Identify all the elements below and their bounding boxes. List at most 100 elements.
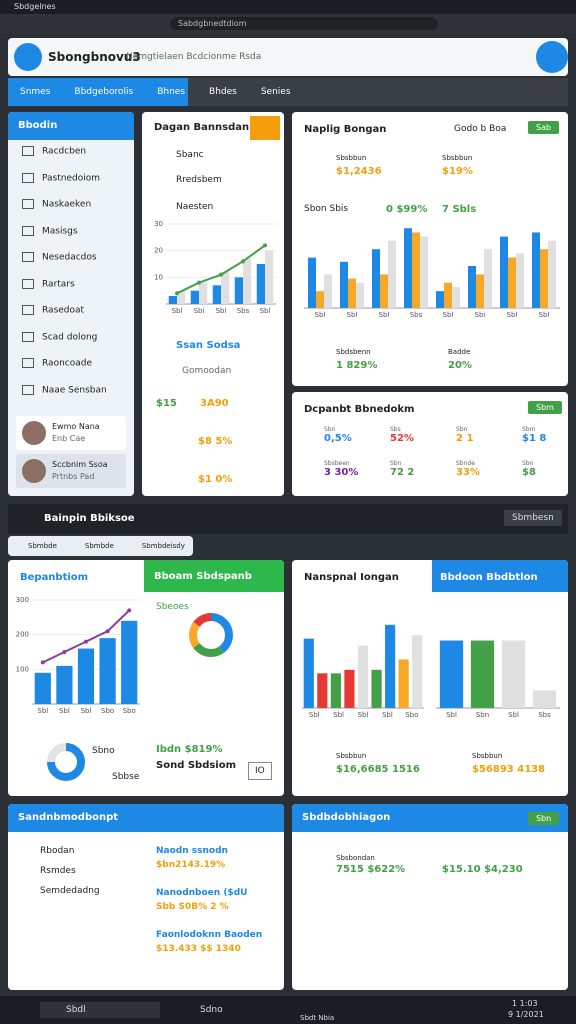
kpi-label: Sbdsbenn — [336, 348, 371, 356]
bar — [532, 232, 540, 308]
sidebar-item[interactable]: Nesedacdos — [22, 252, 107, 279]
donut-segment — [189, 613, 233, 657]
icon — [22, 358, 34, 368]
growth-panel: Bepanbtiom 100 200 300 Sbl Sbl Sbl Sbo Sbo Sbno… — [8, 560, 284, 796]
kpi-label: Sbsbbun — [472, 752, 503, 760]
bar — [357, 645, 369, 708]
overview-panel: Dagan Bannsdan Sbanc Rredsbem Naesten 10… — [142, 112, 284, 496]
line-point — [219, 272, 223, 277]
bar — [190, 290, 199, 304]
user-name: Ewmo Nana — [52, 422, 100, 431]
tagline: Nemgtielaen Bcdcionme Rsda — [126, 52, 262, 62]
y-tick-label: 30 — [154, 220, 163, 228]
sidebar-item[interactable]: Naskaeken — [22, 199, 107, 226]
badge — [250, 116, 280, 140]
stat-label: Sbn — [390, 460, 402, 467]
value: 7515 $622% — [336, 864, 406, 875]
metrics-panel: Naplig Bongan Godo b Boa Sab Sbsbbun $1,… — [292, 112, 568, 386]
button[interactable]: Sbn — [528, 812, 560, 825]
label: Sbsbondan — [336, 854, 375, 862]
url[interactable]: Sabdgbnedtdiom — [170, 17, 438, 30]
section-bar: Bainpin Bbiksoe Sbmbesn — [8, 504, 568, 534]
bar — [256, 264, 265, 304]
value: $15.10 $4,230 — [442, 864, 523, 875]
kpi-title: Ssan Sodsa — [176, 340, 241, 351]
item-label: Naae Sensban — [42, 385, 107, 395]
tab[interactable]: Sbmbdeisdy — [141, 542, 185, 550]
bar — [121, 620, 138, 704]
action[interactable]: Godo b Boa — [454, 124, 507, 134]
donut-segment — [189, 613, 233, 657]
summary-line: $13.433 $$ 1340 — [156, 944, 241, 954]
sidebar-item[interactable]: Masisgs — [22, 225, 107, 253]
line-point — [175, 291, 179, 296]
tab[interactable]: Sbmbde — [28, 542, 57, 550]
bar — [516, 253, 524, 308]
side-line: Sond Sbdsiom — [156, 760, 237, 771]
x-tick-label: Sbl — [443, 311, 454, 319]
line-point — [40, 660, 45, 665]
stat: $8 5% — [198, 436, 233, 447]
panel-title: Dcpanbt Bbnedokm — [304, 404, 415, 415]
button[interactable]: IO — [248, 762, 272, 780]
bar — [330, 673, 341, 708]
kpi-value: $16,6685 1516 — [336, 764, 420, 775]
x-tick-label: Sbo — [123, 707, 136, 715]
item-label: Scad dolong — [42, 332, 98, 342]
task-item[interactable]: Sbdt Nbia — [300, 1014, 335, 1022]
select[interactable]: Sbmbesn — [504, 510, 562, 526]
kpi-label: Sbsbbun — [336, 154, 367, 162]
user-sub: Prtnbs Pad — [52, 472, 95, 481]
y-tick-label: 10 — [154, 273, 163, 281]
x-tick-label: Sbl — [59, 707, 70, 715]
bar — [372, 249, 380, 308]
avatar[interactable] — [536, 41, 568, 73]
button[interactable]: Sab — [528, 121, 560, 134]
sidebar-item[interactable]: Racdcben — [22, 146, 107, 173]
summary-item: Rsmdes — [40, 866, 76, 876]
bar — [385, 624, 396, 708]
sidebar-item[interactable]: Rartars — [22, 278, 107, 306]
bar — [470, 640, 495, 708]
chart: Sbl Sbl Sbl Sbl Sbo — [302, 624, 424, 719]
stat-label: Sbn — [456, 426, 468, 433]
bar — [234, 277, 243, 304]
kpi-label: Sbsbbun — [442, 154, 473, 162]
sidebar-item[interactable]: Pastnedoiom — [22, 172, 107, 200]
sidebar-item[interactable]: Naae Sensban — [22, 384, 107, 412]
x-tick-label: Sbl — [260, 307, 271, 315]
bar — [243, 258, 252, 304]
nav-active — [8, 78, 188, 106]
item-label: Nesedacdos — [42, 252, 97, 263]
x-tick-label: Sbl — [358, 711, 369, 719]
report-panel: Dcpanbt Bbnedokm Sbm Sbn 0,5% Sbs 52% Sbn 2 1… — [292, 392, 568, 496]
x-tick-label: Sbs — [538, 711, 551, 719]
x-tick-label: Sbl — [446, 711, 457, 719]
task-item[interactable]: Sdno — [200, 1005, 223, 1015]
kpi-value: $56893 4138 — [472, 764, 546, 775]
bar — [476, 274, 484, 308]
tab[interactable]: Sbdgelnes — [14, 2, 56, 11]
icon — [22, 331, 34, 342]
donut-label: Sbno — [92, 746, 115, 756]
panel-title: Naplig Bongan — [304, 124, 387, 135]
stat-label: Sbnde — [456, 460, 475, 467]
button[interactable]: Sbm — [528, 401, 562, 414]
x-tick-label: Sbn — [476, 711, 489, 719]
sidebar-item[interactable]: Raoncoade — [22, 358, 107, 385]
user-name: Sccbnim Ssoa — [52, 460, 108, 469]
icon — [22, 384, 34, 395]
nav-item: Bhnes — [157, 87, 186, 97]
panel-title: Sbdbdobhiagon — [292, 804, 568, 832]
icon — [22, 305, 34, 315]
search[interactable]: Sbdl — [40, 1002, 160, 1018]
stat-value: 72 2 — [390, 467, 415, 478]
donut-sub: Sbbse — [112, 772, 140, 782]
bar — [316, 291, 324, 308]
line-point — [84, 639, 88, 644]
sidebar-item[interactable]: Rasedoat — [22, 305, 107, 332]
tab[interactable]: Sbmbde — [84, 542, 114, 550]
stat-label: Sbsbeen — [324, 460, 350, 467]
sidebar-item[interactable]: Scad dolong — [22, 331, 107, 359]
